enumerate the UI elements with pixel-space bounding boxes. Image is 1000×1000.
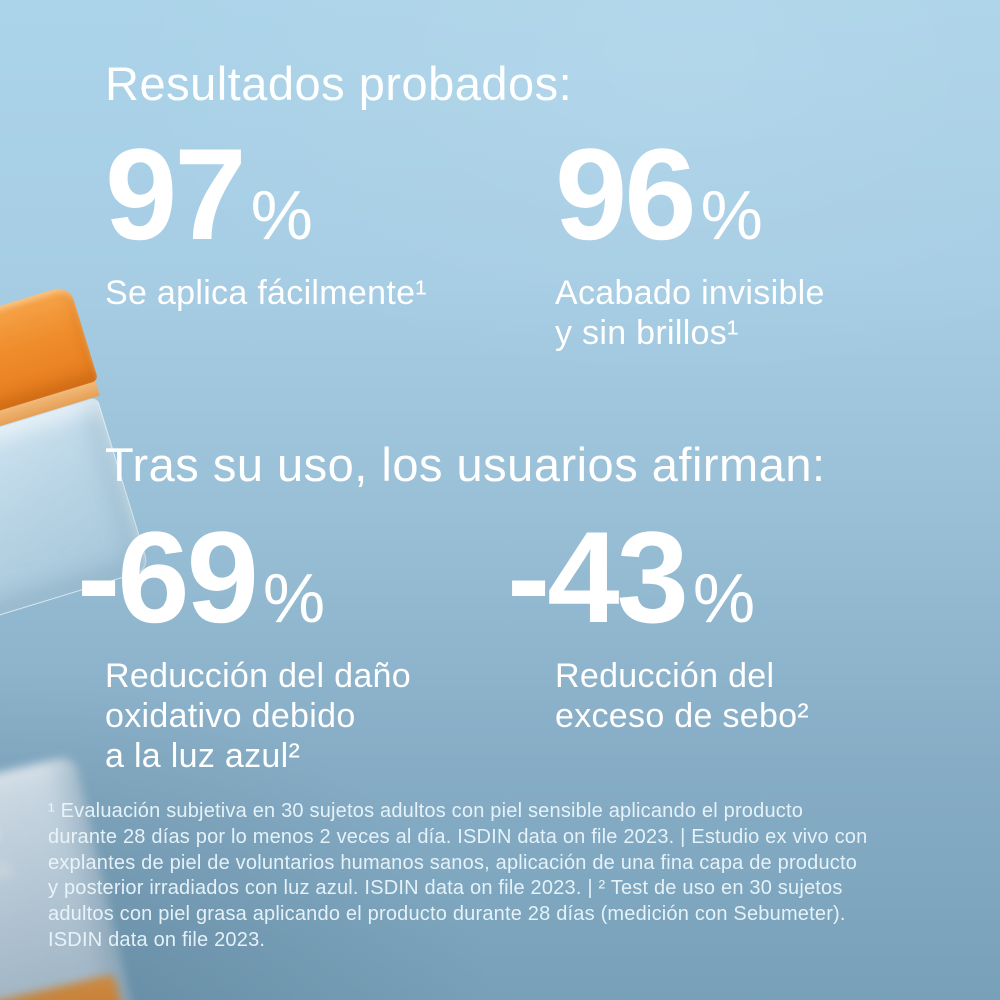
footnote-line: y posterior irradiados con luz azul. ISD…: [48, 877, 843, 900]
stat-value: 97%: [105, 129, 427, 259]
stat-block-minus-69: -69% Reducción del daño oxidativo debido…: [77, 512, 411, 776]
stat-caption-line: Se aplica fácilmente¹: [105, 273, 427, 312]
stat-caption-line: oxidativo debido: [105, 696, 356, 735]
stat-number: 96: [555, 121, 697, 267]
stat-caption-line: exceso de sebo²: [555, 696, 809, 735]
footnote-line: adultos con piel grasa aplicando el prod…: [48, 903, 846, 926]
stat-caption-line: Reducción del: [555, 656, 775, 695]
stat-caption-line: Reducción del daño: [105, 656, 411, 695]
stat-caption-line: y sin brillos¹: [555, 313, 739, 352]
percent-sign: %: [250, 176, 313, 254]
stat-caption: Se aplica fácilmente¹: [105, 273, 427, 313]
footnote-line: durante 28 días por lo menos 2 veces al …: [48, 825, 868, 848]
stat-value: 96%: [555, 129, 825, 259]
percent-sign: %: [700, 176, 763, 254]
results-heading: Resultados probados:: [105, 57, 573, 110]
footnote-line: ¹ Evaluación subjetiva en 30 sujetos adu…: [48, 800, 804, 822]
stat-value: -43%: [507, 512, 809, 642]
footnote-line: ISDIN data on file 2023.: [48, 928, 266, 951]
stat-block-97: 97% Se aplica fácilmente¹: [105, 129, 427, 313]
stat-caption-line: Acabado invisible: [555, 273, 825, 312]
usage-heading: Tras su uso, los usuarios afirman:: [105, 438, 826, 491]
stat-number: -43: [507, 504, 689, 650]
footnote-line: explantes de piel de voluntarios humanos…: [48, 851, 858, 874]
stat-caption: Reducción del daño oxidativo debido a la…: [105, 656, 411, 776]
stat-caption-line: a la luz azul²: [105, 736, 301, 775]
percent-sign: %: [262, 559, 326, 637]
stat-number: -69: [77, 504, 259, 650]
stat-block-minus-43: -43% Reducción del exceso de sebo²: [507, 512, 809, 736]
stat-caption: Reducción del exceso de sebo²: [555, 656, 809, 736]
footnote-block: ¹ Evaluación subjetiva en 30 sujetos adu…: [48, 799, 958, 954]
stat-block-96: 96% Acabado invisible y sin brillos¹: [555, 129, 825, 353]
stat-value: -69%: [77, 512, 411, 642]
stat-number: 97: [105, 121, 247, 267]
percent-sign: %: [692, 559, 756, 637]
stat-caption: Acabado invisible y sin brillos¹: [555, 273, 825, 353]
